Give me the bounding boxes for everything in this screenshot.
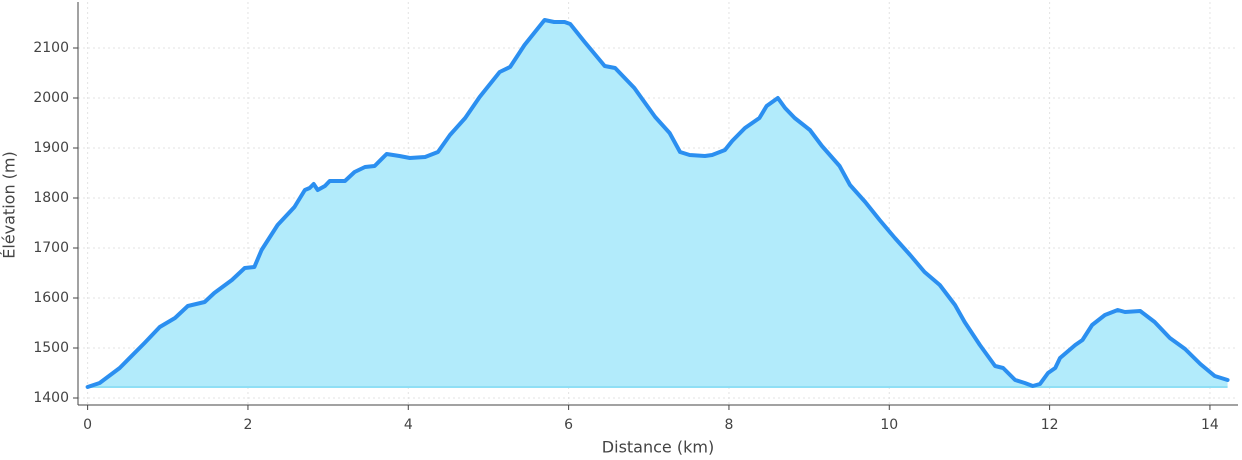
y-axis-label: Élévation (m) [0, 151, 19, 258]
y-tick-label: 1800 [33, 190, 69, 206]
x-tick-label: 12 [1041, 417, 1059, 433]
x-tick-label: 2 [243, 417, 252, 433]
elevation-line [85, 18, 1230, 389]
x-tick-label: 8 [724, 417, 733, 433]
x-tick-label: 4 [404, 417, 413, 433]
y-tick-label: 1600 [33, 290, 69, 306]
y-tick-label: 1900 [33, 140, 69, 156]
y-tick-label: 1400 [33, 390, 69, 406]
x-axis-label: Distance (km) [602, 438, 714, 457]
y-tick-label: 2100 [33, 40, 69, 56]
area-fill [87, 20, 1228, 387]
y-tick-label: 1700 [33, 240, 69, 256]
x-tick-label: 0 [83, 417, 92, 433]
x-tick-label: 10 [880, 417, 898, 433]
x-tick-label: 6 [564, 417, 573, 433]
y-tick-label: 1500 [33, 340, 69, 356]
y-tick-label: 2000 [33, 90, 69, 106]
x-tick-label: 14 [1201, 417, 1219, 433]
